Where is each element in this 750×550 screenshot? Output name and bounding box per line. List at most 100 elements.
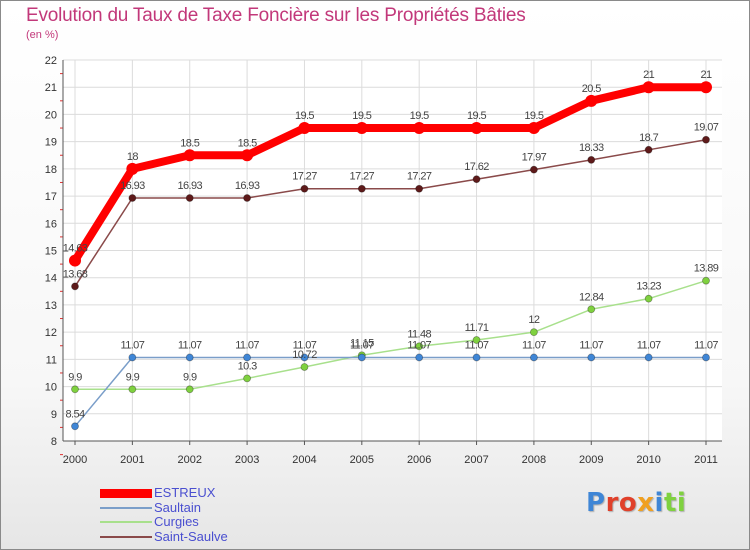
data-label: 17.27 <box>407 171 432 183</box>
data-point <box>530 165 538 174</box>
data-point <box>472 336 481 344</box>
x-tick-label: 2001 <box>120 454 144 466</box>
logo-letter: t <box>663 488 677 518</box>
data-label: 13.23 <box>636 281 661 293</box>
data-label: 21 <box>643 69 655 81</box>
data-label: 9.9 <box>126 371 140 383</box>
data-label: 19.07 <box>694 122 719 134</box>
legend-label: Saultain <box>154 499 201 515</box>
y-tick-label: 10 <box>45 382 57 394</box>
data-label: 8.54 <box>65 408 84 420</box>
logo-letter: P <box>586 488 606 518</box>
chart-title: Evolution du Taux de Taxe Foncière sur l… <box>26 5 526 26</box>
data-label: 19.5 <box>410 110 429 122</box>
data-point <box>183 149 196 162</box>
y-tick-label: 17 <box>45 191 57 203</box>
data-label: 16.93 <box>120 180 145 192</box>
data-point <box>241 149 254 162</box>
legend-label: Curgies <box>154 514 199 529</box>
data-point <box>128 194 137 202</box>
data-label: 11.07 <box>178 339 202 351</box>
logo-letter: i <box>654 488 664 518</box>
data-label: 21 <box>700 69 712 81</box>
y-tick-label: 18 <box>45 164 57 176</box>
data-label: 11.07 <box>579 339 603 351</box>
data-label: 12 <box>528 314 540 326</box>
x-tick-label: 2010 <box>636 454 660 466</box>
y-tick-label: 15 <box>45 246 57 258</box>
data-label: 17.62 <box>464 161 489 173</box>
logo-letter: x <box>637 488 655 518</box>
data-point <box>357 353 366 362</box>
data-point <box>300 353 309 362</box>
logo-letter: o <box>618 488 638 518</box>
data-label: 10.72 <box>292 349 317 361</box>
data-label: 17.27 <box>292 171 317 183</box>
x-tick-label: 2011 <box>694 454 718 466</box>
data-point <box>71 422 79 431</box>
data-label: 11.48 <box>407 328 431 340</box>
y-tick-label: 22 <box>45 55 57 67</box>
data-point <box>472 353 481 362</box>
data-point <box>702 276 710 285</box>
y-tick-label: 11 <box>46 354 57 366</box>
y-tick-label: 14 <box>45 273 57 285</box>
data-label: 18.5 <box>238 137 257 149</box>
series-line-3 <box>74 138 707 288</box>
data-label: 9.9 <box>68 371 82 383</box>
data-label: 17.97 <box>522 152 547 164</box>
data-point <box>530 353 538 362</box>
legend-label: Saint-Saulve <box>154 528 228 544</box>
data-point <box>472 175 481 184</box>
data-point <box>702 353 710 362</box>
data-label: 18.7 <box>639 132 658 144</box>
series-line-1 <box>74 356 707 428</box>
data-label: 13.89 <box>694 263 719 275</box>
data-label: 11.15 <box>350 337 374 349</box>
data-label: 10.3 <box>238 360 257 372</box>
series-line-0 <box>71 83 710 265</box>
data-point <box>300 363 309 371</box>
legend-swatch <box>100 535 152 538</box>
y-tick-label: 9 <box>51 409 57 421</box>
legend-swatch <box>100 521 152 523</box>
data-point <box>185 385 194 394</box>
logo-letter: i <box>676 488 687 518</box>
y-tick-label: 20 <box>45 109 57 121</box>
data-label: 11.07 <box>637 339 661 351</box>
legend-item: ESTREUX <box>100 485 320 500</box>
data-label: 20.5 <box>582 83 601 95</box>
legend-swatch <box>100 506 152 509</box>
logo-letter: r <box>605 488 619 518</box>
x-tick-label: 2008 <box>522 454 546 466</box>
x-tick-label: 2000 <box>63 454 87 466</box>
y-tick-label: 16 <box>45 218 57 230</box>
data-point <box>644 294 653 303</box>
data-point <box>413 122 426 135</box>
data-label: 18.33 <box>579 142 604 154</box>
data-point <box>71 385 79 394</box>
x-tick-label: 2003 <box>235 454 259 466</box>
data-point <box>530 328 538 337</box>
data-point <box>300 184 309 193</box>
x-tick-label: 2009 <box>579 454 603 466</box>
data-point <box>415 342 424 351</box>
legend-swatch <box>100 488 152 498</box>
data-label: 12.84 <box>579 291 604 303</box>
x-tick-label: 2004 <box>292 454 316 466</box>
y-tick-label: 21 <box>45 82 57 94</box>
data-point <box>470 122 483 135</box>
x-tick-label: 2005 <box>350 454 374 466</box>
data-point <box>126 162 139 175</box>
y-tick-label: 8 <box>51 436 57 448</box>
data-label: 11.71 <box>465 322 489 334</box>
data-label: 11.07 <box>293 339 317 351</box>
y-tick-label: 19 <box>45 137 57 149</box>
proxiti-logo: Proxiti <box>586 488 686 518</box>
data-point <box>185 194 194 202</box>
y-tick-label: 12 <box>45 327 57 339</box>
legend-item: Saint-Saulve <box>100 528 320 544</box>
x-tick-label: 2002 <box>177 454 201 466</box>
data-label: 18.5 <box>180 137 199 149</box>
